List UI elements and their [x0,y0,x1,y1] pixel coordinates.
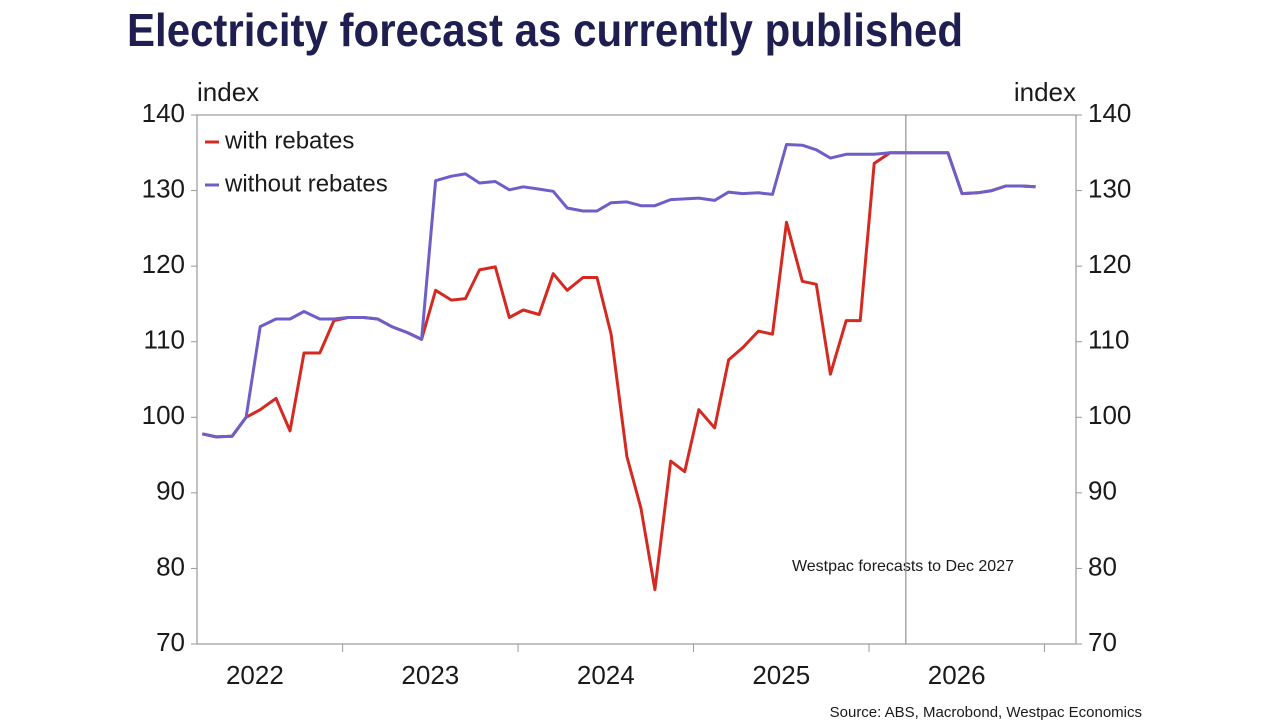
y2-tick-label: 140 [1088,98,1131,128]
y2-axis-label: index [1014,77,1076,107]
y2-tick-label: 110 [1088,325,1129,355]
y-axis-label: index [197,77,259,107]
series-line [201,151,1036,592]
y-tick-label: 130 [142,173,185,203]
y2-tick-label: 80 [1088,551,1117,581]
y-tick-label: 80 [156,551,185,581]
y2-tick-label: 70 [1088,627,1117,657]
source: Source: ABS, Macrobond, Westpac Economic… [830,704,1142,720]
y-tick-label: 120 [142,249,185,279]
y-tick-label: 70 [156,627,185,657]
legend-label: with rebates [224,127,354,154]
chart-title: Electricity forecast as currently publis… [127,4,963,56]
x-tick-label: 2024 [577,660,635,690]
series-line [201,143,1036,439]
y2-tick-label: 100 [1088,400,1131,430]
x-tick-label: 2025 [752,660,810,690]
y2-tick-label: 130 [1088,173,1131,203]
y2-tick-label: 90 [1088,476,1117,506]
y2-tick-label: 120 [1088,249,1131,279]
legend-label: without rebates [224,170,388,197]
y-tick-label: 100 [142,400,185,430]
y-tick-label: 110 [144,325,185,355]
x-tick-label: 2023 [401,660,459,690]
annotation: Westpac forecasts to Dec 2027 [792,558,1014,575]
plot-frame [196,114,1077,645]
x-tick-label: 2026 [928,660,986,690]
y-tick-label: 140 [142,98,185,128]
y-tick-label: 90 [156,476,185,506]
x-tick-label: 2022 [226,660,284,690]
